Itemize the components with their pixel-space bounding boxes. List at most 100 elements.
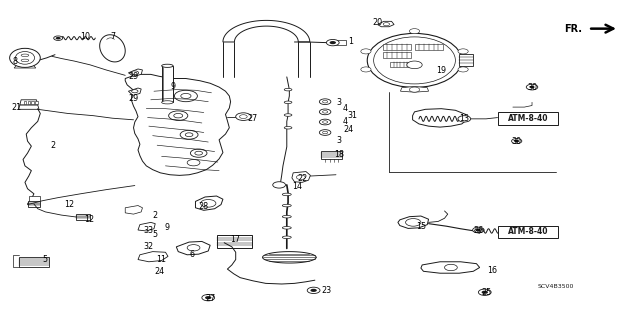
Circle shape: [361, 67, 371, 72]
Text: 33: 33: [144, 226, 154, 234]
Circle shape: [529, 86, 534, 88]
Circle shape: [476, 229, 481, 231]
Polygon shape: [100, 35, 125, 62]
Text: 25: 25: [481, 288, 491, 297]
Circle shape: [511, 138, 522, 144]
Circle shape: [187, 160, 200, 166]
Circle shape: [54, 36, 63, 41]
Bar: [24, 101, 26, 104]
Polygon shape: [138, 222, 156, 231]
Polygon shape: [125, 74, 230, 175]
Circle shape: [521, 228, 534, 234]
Circle shape: [200, 199, 216, 207]
Text: 32: 32: [144, 242, 154, 251]
Circle shape: [383, 23, 390, 26]
Ellipse shape: [367, 33, 462, 87]
Bar: [28, 101, 30, 104]
Circle shape: [205, 296, 211, 299]
Circle shape: [323, 111, 328, 113]
Circle shape: [131, 71, 139, 75]
Circle shape: [236, 113, 251, 121]
Circle shape: [514, 140, 519, 142]
Text: 23: 23: [321, 286, 332, 295]
Text: 13: 13: [459, 114, 468, 123]
Bar: [390, 62, 411, 67]
Text: 9: 9: [170, 82, 176, 91]
Polygon shape: [413, 109, 467, 127]
Ellipse shape: [21, 54, 29, 56]
Text: 24: 24: [154, 267, 164, 276]
Bar: [497, 112, 558, 124]
Bar: [383, 52, 412, 58]
Bar: [35, 101, 38, 104]
Bar: [29, 196, 40, 201]
Text: 3: 3: [337, 136, 342, 145]
Circle shape: [319, 119, 331, 125]
Text: ATM-8-40: ATM-8-40: [508, 114, 548, 123]
Circle shape: [202, 294, 214, 301]
Text: 18: 18: [334, 150, 344, 159]
Text: 7: 7: [110, 32, 115, 41]
Circle shape: [410, 29, 420, 34]
Bar: [334, 40, 346, 45]
Polygon shape: [398, 216, 429, 228]
Text: 4: 4: [343, 117, 348, 126]
Text: 22: 22: [297, 174, 307, 183]
Circle shape: [173, 114, 182, 118]
Text: 12: 12: [84, 215, 94, 224]
Circle shape: [319, 99, 331, 105]
Text: 8: 8: [13, 56, 18, 65]
Text: 27: 27: [205, 294, 215, 303]
Text: 9: 9: [164, 223, 170, 232]
Ellipse shape: [284, 101, 292, 104]
Bar: [162, 66, 173, 102]
Ellipse shape: [374, 37, 456, 84]
Bar: [31, 101, 34, 104]
Text: 24: 24: [344, 125, 354, 134]
Text: 16: 16: [488, 266, 497, 275]
Text: 28: 28: [198, 202, 209, 211]
Bar: [460, 54, 473, 66]
Polygon shape: [262, 252, 316, 263]
Circle shape: [361, 49, 371, 54]
Text: 2: 2: [51, 141, 56, 150]
Circle shape: [180, 130, 198, 139]
Text: 14: 14: [292, 182, 302, 191]
Ellipse shape: [162, 101, 173, 104]
Text: SCV4B3500: SCV4B3500: [538, 284, 575, 289]
Text: 30: 30: [512, 137, 522, 145]
Bar: [321, 151, 342, 159]
Polygon shape: [129, 88, 141, 95]
Text: 17: 17: [230, 235, 241, 244]
Circle shape: [526, 84, 538, 90]
Ellipse shape: [282, 193, 291, 196]
Text: ATM-8-40: ATM-8-40: [508, 227, 548, 236]
Text: 3: 3: [337, 98, 342, 107]
Text: 1: 1: [348, 38, 353, 47]
Bar: [28, 201, 40, 206]
Text: 30: 30: [527, 83, 537, 92]
Ellipse shape: [282, 204, 291, 207]
Text: 2: 2: [153, 211, 158, 219]
Circle shape: [169, 111, 188, 121]
Text: 27: 27: [248, 114, 258, 123]
Circle shape: [132, 90, 138, 93]
Circle shape: [310, 289, 317, 292]
Circle shape: [307, 287, 320, 293]
Circle shape: [190, 149, 207, 157]
Circle shape: [407, 61, 422, 69]
Circle shape: [187, 245, 200, 251]
Text: 5: 5: [153, 230, 158, 239]
Circle shape: [478, 289, 491, 295]
Text: 12: 12: [65, 200, 75, 209]
Circle shape: [323, 121, 328, 123]
Circle shape: [239, 115, 247, 119]
Ellipse shape: [10, 48, 40, 67]
Circle shape: [406, 219, 421, 226]
Bar: [497, 226, 558, 238]
Circle shape: [458, 49, 468, 54]
Ellipse shape: [162, 64, 173, 67]
Circle shape: [174, 90, 197, 102]
Circle shape: [319, 130, 331, 135]
Ellipse shape: [282, 236, 291, 239]
